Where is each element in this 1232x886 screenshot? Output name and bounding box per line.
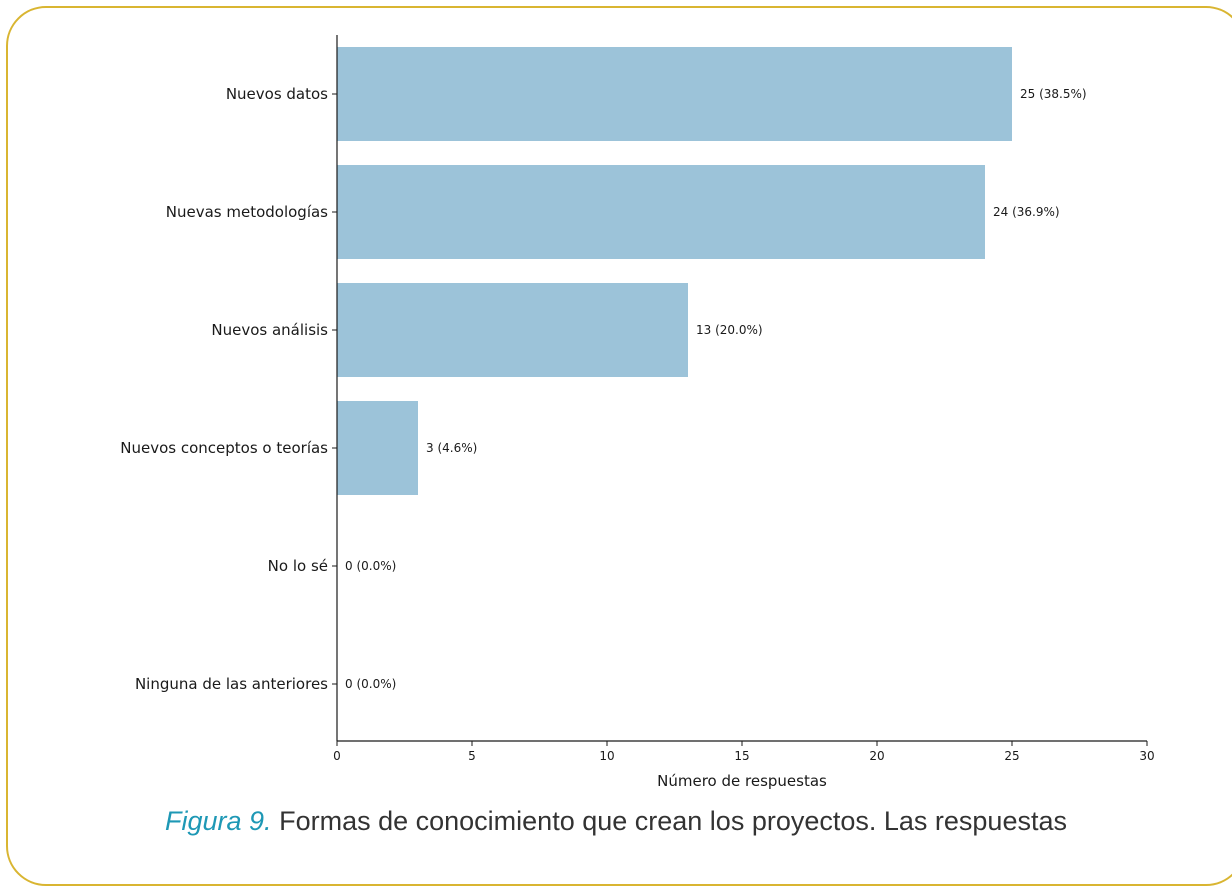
bar-chart: 25 (38.5%) 24 (36.9%) 13 (20.0%) 3 (4.6%) 0 … <box>120 35 1155 790</box>
y-tick-label-2: Nuevos análisis <box>211 321 328 339</box>
bar-2 <box>337 283 688 377</box>
x-tick-label-5: 25 <box>1004 749 1019 763</box>
data-label-1: 24 (36.9%) <box>993 205 1060 219</box>
x-axis-label: Número de respuestas <box>657 772 827 790</box>
x-tick-label-0: 0 <box>333 749 341 763</box>
x-tick-label-2: 10 <box>599 749 614 763</box>
y-tick-label-1: Nuevas metodologías <box>166 203 328 221</box>
bars-group: 25 (38.5%) 24 (36.9%) 13 (20.0%) 3 (4.6%) 0 … <box>337 47 1087 691</box>
data-label-5: 0 (0.0%) <box>345 677 396 691</box>
axes-group: Nuevos datos Nuevas metodologías Nuevos an… <box>120 35 1155 763</box>
bar-3 <box>337 401 418 495</box>
y-tick-label-5: Ninguna de las anteriores <box>135 675 328 693</box>
x-tick-label-1: 5 <box>468 749 476 763</box>
x-tick-label-4: 20 <box>869 749 884 763</box>
data-label-3: 3 (4.6%) <box>426 441 477 455</box>
caption-text: Formas de conocimiento que crean los pro… <box>279 806 1067 836</box>
data-label-0: 25 (38.5%) <box>1020 87 1087 101</box>
data-label-4: 0 (0.0%) <box>345 559 396 573</box>
figure-caption: Figura 9. Formas de conocimiento que cre… <box>0 806 1232 837</box>
data-label-2: 13 (20.0%) <box>696 323 763 337</box>
y-tick-label-4: No lo sé <box>268 557 328 575</box>
caption-figure-label: Figura 9. <box>165 806 272 836</box>
y-tick-label-3: Nuevos conceptos o teorías <box>120 439 328 457</box>
bar-0 <box>337 47 1012 141</box>
y-tick-label-0: Nuevos datos <box>226 85 328 103</box>
bar-1 <box>337 165 985 259</box>
x-tick-label-6: 30 <box>1139 749 1154 763</box>
x-tick-label-3: 15 <box>734 749 749 763</box>
